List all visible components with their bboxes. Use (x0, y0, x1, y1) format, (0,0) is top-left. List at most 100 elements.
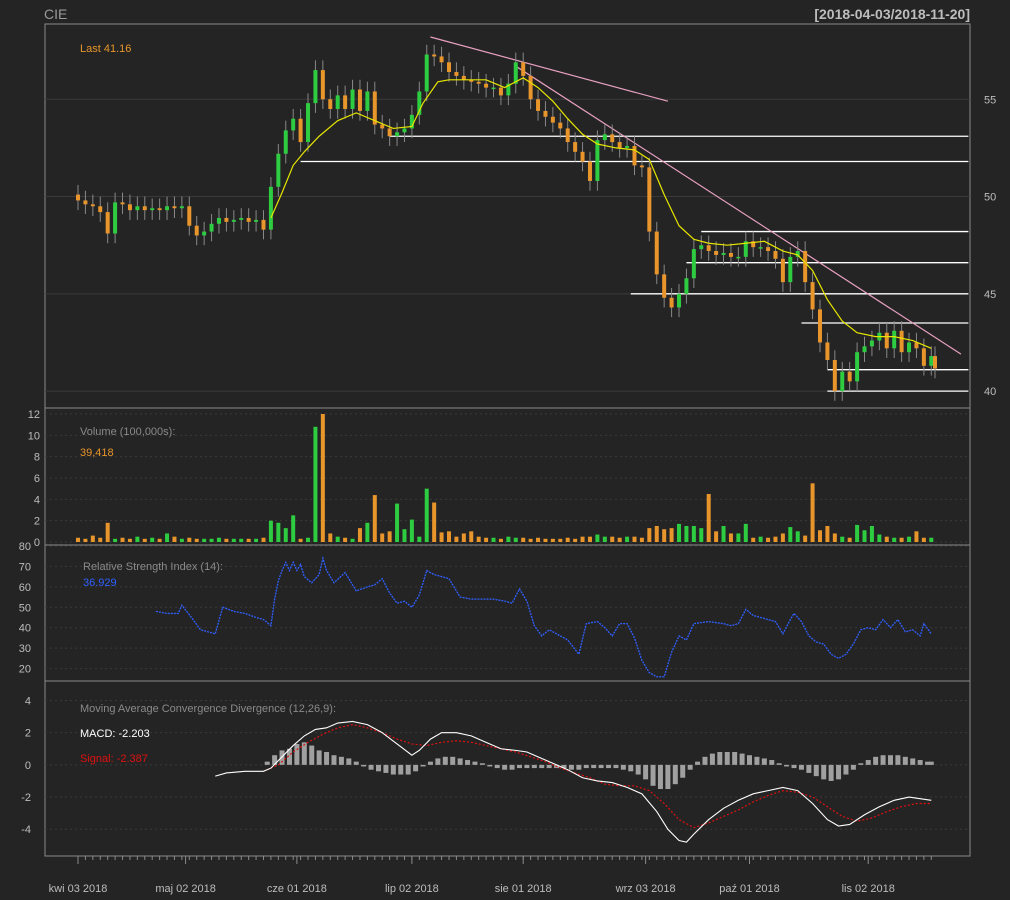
candle-body (780, 258, 785, 283)
candle-body (862, 346, 867, 353)
volume-bar (343, 537, 348, 542)
volume-tick-label: 6 (34, 473, 40, 485)
candle-body (432, 54, 437, 57)
volume-bar (476, 536, 481, 542)
candle-body (803, 251, 808, 283)
macd-histogram-bar (635, 764, 641, 775)
candle-body (832, 359, 837, 392)
macd-tick-label: 2 (25, 728, 31, 740)
candle-body (246, 217, 251, 222)
symbol-title: CIE (44, 6, 68, 22)
volume-bar (484, 537, 489, 542)
candle-body (335, 95, 340, 109)
volume-tick-label: 8 (34, 452, 40, 464)
macd-histogram-bar (368, 764, 374, 770)
volume-bar (202, 538, 207, 542)
macd-histogram-bar (546, 764, 552, 769)
volume-bar (862, 530, 867, 542)
macd-histogram-bar (479, 763, 485, 765)
macd-histogram-bar (784, 764, 790, 767)
candle-body (268, 186, 273, 230)
volume-bar (528, 538, 533, 542)
volume-bar (573, 538, 578, 542)
candle-body (357, 89, 362, 111)
macd-histogram-bar (843, 764, 849, 775)
trendline (515, 65, 962, 355)
volume-bar (283, 528, 288, 542)
macd-histogram-bar (301, 742, 307, 765)
macd-tick-label: 0 (25, 760, 31, 772)
macd-histogram-bar (398, 764, 404, 775)
volume-bar (795, 531, 800, 542)
candle-body (617, 142, 622, 148)
candle-body (120, 202, 125, 205)
price-tick-label: 50 (984, 192, 996, 204)
macd-histogram-bar (776, 763, 782, 765)
macd-histogram-bar (754, 756, 760, 765)
volume-bar (632, 536, 637, 542)
volume-bar (350, 538, 355, 542)
macd-histogram-bar (709, 753, 715, 765)
candle-body (639, 165, 644, 168)
volume-bar (721, 526, 726, 542)
macd-value-label: MACD: -2.203 (80, 728, 150, 740)
macd-histogram-bar (353, 761, 359, 765)
candle-body (402, 128, 407, 133)
volume-bar (743, 523, 748, 542)
candle-body (276, 153, 281, 187)
volume-bar (291, 515, 296, 542)
candle-body (654, 231, 659, 275)
candle-body (580, 151, 585, 162)
candle-body (172, 206, 177, 209)
candle-body (165, 206, 170, 211)
candle-body (714, 251, 719, 255)
volume-bar (758, 536, 763, 542)
macd-histogram-bar (524, 764, 530, 769)
candle-body (728, 252, 733, 257)
candle-body (113, 202, 118, 234)
rsi-tick-label: 20 (19, 664, 31, 676)
candle-body (142, 206, 147, 211)
macd-histogram-bar (309, 745, 315, 765)
candle-body (187, 206, 192, 226)
macd-tick-label: -2 (21, 792, 31, 804)
volume-bar (780, 533, 785, 542)
volume-bar (372, 495, 377, 542)
volume-bar (714, 531, 719, 542)
macd-histogram-bar (346, 758, 352, 765)
candle-body (439, 56, 444, 63)
volume-bar (105, 522, 110, 542)
macd-histogram-bar (494, 764, 500, 769)
volume-bar (209, 538, 214, 542)
volume-bar (395, 503, 400, 542)
macd-histogram-bar (264, 761, 270, 765)
volume-bar (921, 537, 926, 542)
volume-bar (224, 538, 229, 542)
volume-bar (736, 533, 741, 542)
macd-histogram-bar (702, 756, 708, 765)
rsi-tick-label: 80 (19, 541, 31, 553)
volume-bar (840, 536, 845, 542)
macd-tick-label: -4 (21, 824, 31, 836)
trendline (430, 36, 669, 102)
volume-tick-label: 0 (34, 537, 40, 549)
candle-body (625, 145, 630, 148)
candle-body (595, 140, 600, 181)
candle-body (387, 128, 392, 137)
candle-body (677, 293, 682, 308)
volume-bar (469, 531, 474, 542)
macd-histogram-bar (798, 764, 804, 770)
macd-histogram-bar (502, 764, 508, 770)
volume-bar (728, 533, 733, 542)
volume-bar (706, 494, 711, 542)
macd-histogram-bar (895, 755, 901, 765)
candle-body (558, 122, 563, 129)
volume-tick-label: 10 (28, 430, 40, 442)
macd-histogram-bar (650, 764, 656, 786)
volume-bar (417, 536, 422, 542)
macd-histogram-bar (376, 764, 382, 772)
volume-bar (773, 536, 778, 542)
macd-histogram-bar (316, 750, 322, 765)
volume-bar (907, 536, 912, 542)
